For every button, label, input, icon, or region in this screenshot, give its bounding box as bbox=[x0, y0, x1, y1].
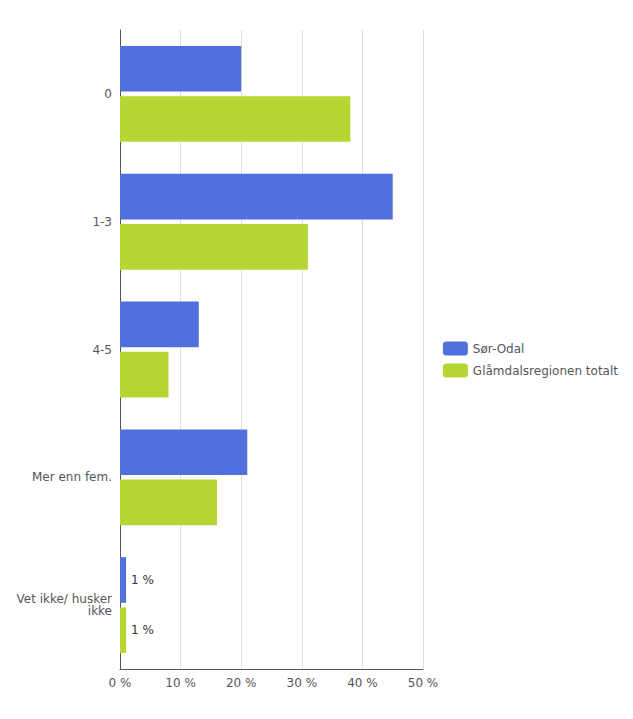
svg-text:ikke: ikke bbox=[88, 604, 112, 618]
svg-text:Vet ikke/ husker: Vet ikke/ husker bbox=[16, 592, 112, 607]
svg-text:10 %: 10 % bbox=[165, 676, 196, 690]
svg-text:40 %: 40 % bbox=[347, 676, 378, 690]
svg-text:4-5: 4-5 bbox=[92, 343, 112, 357]
svg-text:1 %: 1 % bbox=[131, 573, 154, 587]
svg-text:0: 0 bbox=[104, 87, 112, 101]
svg-text:30 %: 30 % bbox=[287, 676, 318, 690]
svg-text:1-3: 1-3 bbox=[92, 215, 112, 229]
svg-text:Glåmdalsregionen totalt: Glåmdalsregionen totalt bbox=[473, 364, 618, 378]
svg-text:20 %: 20 % bbox=[226, 676, 257, 690]
svg-text:Mer enn fem.: Mer enn fem. bbox=[32, 470, 112, 484]
svg-text:0 %: 0 % bbox=[109, 676, 132, 690]
svg-text:1 %: 1 % bbox=[131, 623, 154, 637]
svg-text:Sør-Odal: Sør-Odal bbox=[473, 342, 525, 356]
svg-text:50 %: 50 % bbox=[408, 676, 439, 690]
